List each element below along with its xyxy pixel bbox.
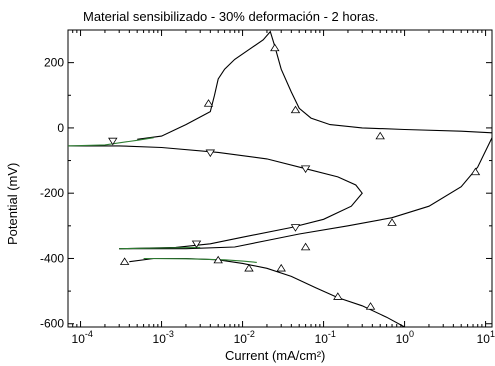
data-marker [300,165,311,174]
data-marker [191,240,202,249]
data-marker [276,263,286,272]
x-tick-base: 10 [315,332,329,346]
series-layer [67,30,493,328]
data-marker [203,99,214,107]
series-line-2 [119,137,493,250]
series-line-0 [129,257,405,328]
data-marker [290,224,301,232]
plot-frame [67,29,493,328]
x-tick-exponent: 0 [409,329,414,339]
x-axis-label: Current (mA/cm²) [225,348,325,363]
x-tick-base: 10 [153,332,167,346]
x-tick-label: 10-3 [153,329,174,346]
data-marker [119,257,130,265]
y-tick-label: -400 [40,251,64,265]
data-marker [333,292,343,300]
data-marker [270,43,280,52]
x-tick-base: 10 [234,332,248,346]
x-tick-base: 10 [477,332,491,346]
series-line-6 [119,246,201,250]
series-line-1 [143,257,257,263]
data-marker [387,218,397,226]
x-tick-exponent: 1 [490,329,495,339]
x-tick-label: 100 [396,329,414,346]
y-tick-label: -200 [40,186,64,200]
x-tick-exponent: -3 [166,329,174,339]
x-tick-label: 10-1 [315,329,336,346]
data-marker [365,302,376,310]
data-marker [375,131,385,140]
x-tick-base: 10 [72,332,86,346]
x-tick-exponent: -4 [85,329,93,339]
y-tick-label: 200 [44,56,64,70]
series-line-5 [67,137,154,147]
data-marker [290,105,301,114]
x-tick-exponent: -1 [328,329,336,339]
series-line-3 [68,145,363,250]
marker-layer [108,43,481,310]
x-tick-label: 10-4 [72,329,93,346]
x-tick-label: 10-2 [234,329,255,346]
y-tick-label: -600 [40,317,64,331]
data-marker [244,263,254,272]
series-line-4 [137,30,493,140]
x-tick-label: 101 [477,329,495,346]
y-axis-label: Potential (mV) [5,163,20,245]
x-tick-exponent: -2 [247,329,255,339]
data-marker [300,242,311,251]
data-marker [108,137,118,146]
y-tick-label: 0 [57,121,64,135]
chart-title: Material sensibilizado - 30% deformación… [83,9,379,24]
data-marker [470,167,481,176]
x-tick-base: 10 [396,332,410,346]
data-marker [205,149,216,158]
data-marker [213,255,223,264]
